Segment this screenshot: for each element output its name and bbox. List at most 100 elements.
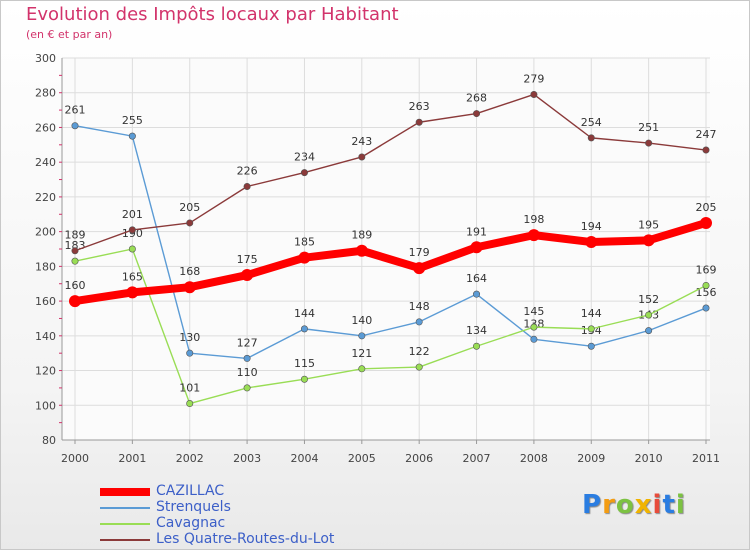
data-label: 122 — [409, 345, 430, 358]
data-point — [186, 400, 194, 408]
data-point — [71, 247, 79, 255]
data-label: 134 — [466, 324, 487, 337]
data-point — [300, 169, 308, 177]
x-tick-label: 2001 — [118, 452, 146, 465]
data-point — [128, 245, 136, 253]
logo-letter: r — [602, 490, 616, 520]
data-point — [71, 257, 79, 265]
x-tick-label: 2006 — [405, 452, 433, 465]
data-point — [645, 139, 653, 147]
legend-swatch — [100, 523, 150, 525]
data-point — [587, 342, 595, 350]
legend-item: Strenquels — [100, 499, 400, 516]
data-label: 189 — [351, 229, 372, 242]
data-label: 121 — [351, 347, 372, 360]
data-point — [527, 229, 540, 242]
logo-letter: o — [615, 490, 635, 520]
y-tick-label: 260 — [35, 121, 56, 134]
data-point — [415, 363, 423, 371]
data-label: 156 — [696, 286, 717, 299]
data-label: 205 — [179, 201, 200, 214]
data-label: 263 — [409, 100, 430, 113]
y-tick-label: 140 — [35, 330, 56, 343]
data-point — [186, 219, 194, 227]
data-point — [415, 118, 423, 126]
legend-swatch — [100, 539, 150, 541]
data-label: 279 — [523, 72, 544, 85]
series-line-cazillac — [71, 218, 710, 306]
data-point — [300, 375, 308, 383]
data-label: 234 — [294, 151, 315, 164]
data-point — [530, 90, 538, 98]
data-label: 201 — [122, 208, 143, 221]
data-point — [128, 132, 136, 140]
data-point — [126, 286, 139, 299]
data-point — [186, 349, 194, 357]
x-tick-label: 2008 — [520, 452, 548, 465]
series-line-strenquels — [74, 125, 707, 360]
data-label: 101 — [179, 382, 200, 395]
logo-letter: i — [652, 490, 663, 520]
data-label: 144 — [581, 307, 602, 320]
data-point — [530, 335, 538, 343]
legend-item: Les Quatre-Routes-du-Lot — [100, 531, 400, 548]
series-line-les-quatre-routes-du-lot — [74, 93, 707, 252]
data-point — [243, 384, 251, 392]
legend-label: Les Quatre-Routes-du-Lot — [156, 531, 335, 547]
data-point — [69, 295, 81, 308]
data-point — [241, 269, 254, 282]
logo-letter: P — [582, 490, 603, 520]
proxiti-logo: Proxiti — [582, 490, 686, 520]
data-label: 145 — [523, 305, 544, 318]
data-point — [355, 244, 368, 257]
data-point — [645, 311, 653, 319]
data-point — [71, 122, 79, 130]
x-tick-label: 2007 — [463, 452, 491, 465]
data-point — [243, 354, 251, 362]
series-line-cavagnac — [74, 248, 707, 405]
data-label: 191 — [466, 225, 487, 238]
data-label: 247 — [696, 128, 717, 141]
data-label: 179 — [409, 246, 430, 259]
y-tick-label: 160 — [35, 295, 56, 308]
y-tick-label: 300 — [35, 52, 56, 65]
legend-label: CAZILLAC — [156, 483, 225, 499]
data-label: 148 — [409, 300, 430, 313]
data-label: 190 — [122, 227, 143, 240]
data-point — [702, 281, 710, 289]
data-point — [413, 262, 426, 275]
data-point — [298, 251, 311, 264]
data-point — [473, 342, 481, 350]
data-label: 243 — [351, 135, 372, 148]
data-label: 130 — [179, 331, 200, 344]
y-tick-label: 120 — [35, 365, 56, 378]
data-point — [473, 290, 481, 298]
y-tick-label: 100 — [35, 399, 56, 412]
data-label: 255 — [122, 114, 143, 127]
logo-letter: x — [634, 490, 653, 520]
legend-swatch — [100, 507, 150, 509]
y-tick-label: 220 — [35, 191, 56, 204]
data-label: 164 — [466, 272, 487, 285]
legend-item: CAZILLAC — [100, 483, 400, 500]
data-label: 189 — [65, 229, 86, 242]
data-label: 168 — [179, 265, 200, 278]
data-label: 127 — [237, 336, 258, 349]
legend-label: Cavagnac — [156, 515, 226, 531]
data-label: 185 — [294, 236, 315, 249]
chart-legend: CAZILLAC Strenquels Cavagnac Les Quatre-Rou… — [100, 483, 400, 548]
x-tick-label: 2005 — [348, 452, 376, 465]
logo-letter: t — [662, 490, 676, 520]
data-point — [702, 304, 710, 312]
data-label: 226 — [237, 164, 258, 177]
data-point — [645, 327, 653, 335]
data-label: 144 — [294, 307, 315, 320]
data-point — [183, 281, 196, 294]
data-point — [358, 365, 366, 373]
data-point — [700, 216, 712, 229]
data-point — [642, 234, 655, 247]
data-point — [128, 226, 136, 234]
data-point — [300, 325, 308, 333]
chart-title: Evolution des Impôts locaux par Habitant — [26, 4, 399, 25]
data-point — [473, 110, 481, 118]
